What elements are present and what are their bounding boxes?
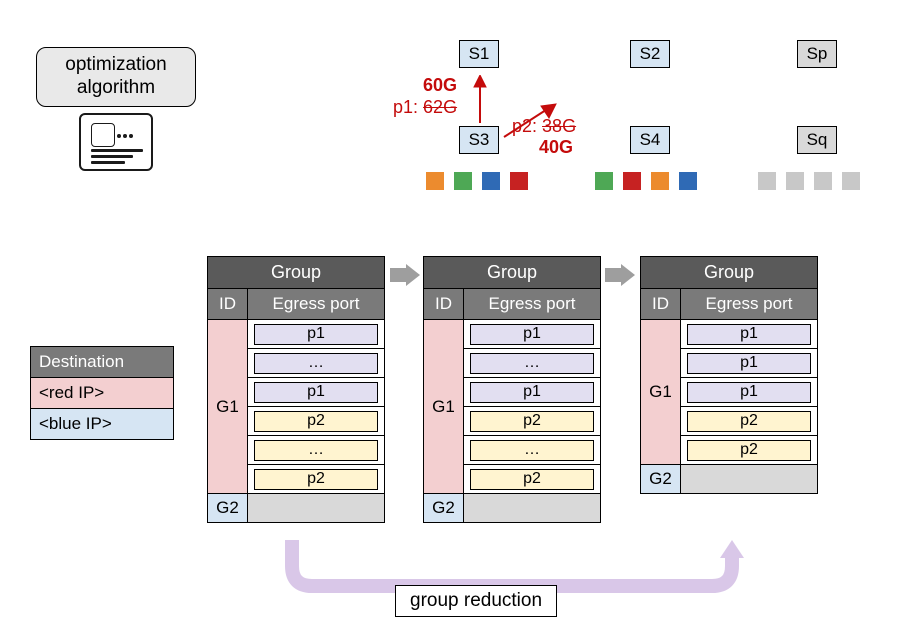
egress-row: … (464, 348, 600, 377)
traffic-square-7 (679, 172, 697, 190)
traffic-square-9 (786, 172, 804, 190)
traffic-square-4 (595, 172, 613, 190)
egress-row: p2 (681, 406, 817, 435)
egress-port: p2 (254, 469, 378, 490)
group-reduction-label: group reduction (395, 585, 557, 617)
switch-s3: S3 (459, 126, 499, 154)
egress-port: p1 (687, 382, 811, 403)
col-egress: Egress port (681, 289, 817, 319)
group-subheader: IDEgress port (424, 289, 600, 319)
opt-line2: algorithm (77, 77, 155, 98)
col-id: ID (208, 289, 248, 319)
p1-label: p1: (393, 97, 418, 117)
egress-port: p2 (687, 411, 811, 432)
p1-old: 62G (423, 97, 457, 117)
egress-row: p1 (248, 319, 384, 348)
dest-blue: <blue IP> (31, 408, 173, 439)
egress-port: p2 (470, 411, 594, 432)
group-subheader: IDEgress port (641, 289, 817, 319)
p1-line: p1: 62G (393, 97, 457, 118)
traffic-square-2 (482, 172, 500, 190)
switch-s4: S4 (630, 126, 670, 154)
egress-port: … (470, 353, 594, 374)
egress-row: p1 (681, 348, 817, 377)
group-title: Group (424, 257, 600, 289)
egress-row: p1 (681, 377, 817, 406)
egress-port: p1 (254, 382, 378, 403)
traffic-square-0 (426, 172, 444, 190)
opt-line1: optimization (65, 54, 166, 75)
egress-row: p2 (681, 435, 817, 464)
destination-table: Destination <red IP> <blue IP> (30, 346, 174, 440)
egress-blank (681, 464, 817, 493)
group-table-0: GroupIDEgress portG1G2 p1 … p1 p2 … p2 (207, 256, 385, 523)
cell-g2: G2 (641, 464, 681, 493)
egress-row: … (464, 435, 600, 464)
traffic-square-1 (454, 172, 472, 190)
egress-row: p1 (248, 377, 384, 406)
egress-row: p2 (248, 406, 384, 435)
group-title: Group (641, 257, 817, 289)
traffic-square-10 (814, 172, 832, 190)
p2-arrow-icon (501, 100, 561, 140)
egress-blank (464, 493, 600, 522)
egress-port: p1 (254, 324, 378, 345)
egress-row: p1 (464, 377, 600, 406)
server-icon (79, 113, 153, 171)
switch-sp: Sp (797, 40, 837, 68)
egress-row: p2 (248, 464, 384, 493)
group-table-2: GroupIDEgress portG1G2 p1 p1 p1 p2 p2 (640, 256, 818, 494)
col-id: ID (641, 289, 681, 319)
egress-port: … (254, 353, 378, 374)
p1-new: 60G (423, 75, 457, 96)
traffic-square-11 (842, 172, 860, 190)
egress-port: p1 (470, 324, 594, 345)
egress-row: p2 (464, 406, 600, 435)
col-id: ID (424, 289, 464, 319)
egress-port: p2 (687, 440, 811, 461)
p1-arrow-icon (471, 75, 489, 123)
server-bars (91, 149, 143, 167)
egress-port: p1 (687, 353, 811, 374)
switch-s1: S1 (459, 40, 499, 68)
traffic-square-6 (651, 172, 669, 190)
flow-arrow-1 (605, 264, 635, 286)
egress-blank (248, 493, 384, 522)
p2-new: 40G (539, 137, 573, 158)
col-egress: Egress port (248, 289, 384, 319)
dest-red: <red IP> (31, 377, 173, 408)
cell-g1: G1 (424, 319, 464, 493)
egress-row: … (248, 435, 384, 464)
switch-sq: Sq (797, 126, 837, 154)
egress-row: … (248, 348, 384, 377)
cell-g2: G2 (208, 493, 248, 522)
cell-g1: G1 (208, 319, 248, 493)
group-subheader: IDEgress port (208, 289, 384, 319)
group-title: Group (208, 257, 384, 289)
server-dots (117, 125, 145, 135)
cell-g2: G2 (424, 493, 464, 522)
optimization-box: optimization algorithm (36, 47, 196, 171)
group-table-1: GroupIDEgress portG1G2 p1 … p1 p2 … p2 (423, 256, 601, 523)
egress-port: p2 (254, 411, 378, 432)
flow-arrow-0 (390, 264, 420, 286)
egress-row: p1 (464, 319, 600, 348)
destination-header: Destination (31, 346, 173, 377)
col-egress: Egress port (464, 289, 600, 319)
optimization-label: optimization algorithm (36, 47, 196, 107)
traffic-square-3 (510, 172, 528, 190)
switch-s2: S2 (630, 40, 670, 68)
egress-port: … (470, 440, 594, 461)
traffic-square-8 (758, 172, 776, 190)
egress-row: p2 (464, 464, 600, 493)
egress-port: p1 (470, 382, 594, 403)
traffic-square-5 (623, 172, 641, 190)
egress-port: p2 (470, 469, 594, 490)
egress-port: p1 (687, 324, 811, 345)
egress-port: … (254, 440, 378, 461)
cell-g1: G1 (641, 319, 681, 464)
egress-row: p1 (681, 319, 817, 348)
